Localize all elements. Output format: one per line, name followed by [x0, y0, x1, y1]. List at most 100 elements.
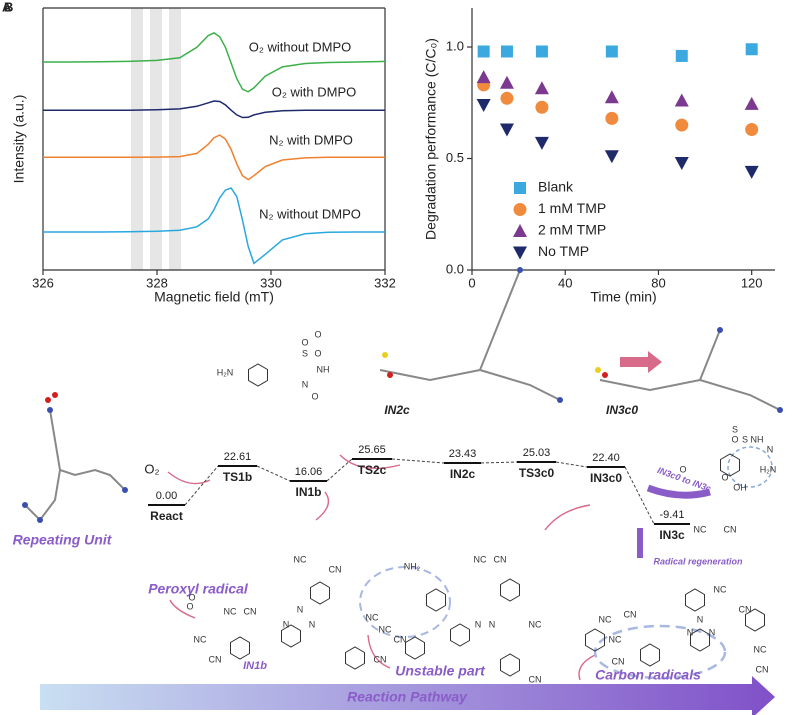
annotation: IN3c0 [606, 403, 638, 417]
ring [685, 588, 705, 612]
atom-label: CN [209, 654, 222, 664]
legend-label: Blank [538, 179, 574, 195]
annotation: O₂ [144, 461, 159, 476]
atom-ball [717, 327, 723, 333]
atom-label: NC [474, 554, 487, 564]
atom-ball [517, 267, 523, 273]
shade-band [169, 8, 181, 270]
ring [310, 581, 330, 605]
shade-band [131, 8, 143, 270]
atom-ball [777, 407, 783, 413]
energy-value: -9.41 [659, 509, 684, 521]
point [674, 93, 689, 107]
x-axis-label: Time (min) [590, 289, 656, 305]
point [535, 45, 548, 58]
x-tick-label: 80 [651, 275, 665, 290]
atom-label: NH₂ [404, 561, 421, 571]
atom-label: N [302, 379, 309, 389]
atom-ball [122, 487, 128, 493]
atom-ball [45, 397, 51, 403]
atom-label: CN [244, 606, 257, 616]
x-axis-label: Magnetic field (mT) [154, 289, 274, 305]
bond-stick [379, 269, 521, 382]
legend-label: No TMP [538, 243, 589, 259]
annotation: IN2c [384, 403, 410, 417]
point [534, 136, 549, 150]
atom-label: CN [624, 609, 637, 619]
atom-label: NC [224, 606, 237, 616]
series-label: O₂ without DMPO [249, 39, 352, 54]
point [604, 150, 619, 164]
connector [555, 461, 588, 468]
legend-label: 1 mM TMP [538, 200, 606, 216]
atom-label: NH [751, 434, 764, 444]
atom-label: N [297, 604, 304, 614]
bond-stick [599, 329, 721, 392]
y-axis-label: Intensity (a.u.) [11, 95, 27, 184]
point [744, 165, 759, 179]
energy-value: 16.06 [295, 466, 323, 478]
x-tick-label: 332 [374, 275, 396, 290]
ring [426, 588, 446, 612]
point [745, 43, 758, 56]
atom-label: H₂N [760, 464, 777, 474]
spectrum-line [43, 100, 385, 119]
atom-label: NC [609, 634, 622, 644]
pathway-arrow [40, 676, 775, 715]
atom-label: NC [599, 614, 612, 624]
annotation: IN1b [243, 660, 267, 672]
x-tick-label: 330 [260, 275, 282, 290]
atom-label: O [679, 464, 686, 474]
atom-ball [602, 372, 608, 378]
atom-label: N [489, 619, 496, 629]
atom-label: N [767, 444, 774, 454]
point [745, 123, 759, 137]
connector [624, 466, 655, 525]
x-tick-label: 0 [468, 275, 475, 290]
atom-label: NC [694, 524, 707, 534]
connector [391, 458, 445, 464]
bond-stick [479, 369, 561, 401]
atom-label: N [475, 619, 482, 629]
atom-label: CN [494, 554, 507, 564]
atom-label: O [311, 391, 318, 401]
annotation: Radical regeneration [653, 556, 743, 566]
panel-label: A [2, 0, 12, 14]
level-label: IN2c [450, 467, 476, 481]
atom-label: CN [329, 564, 342, 574]
panel-label: B [4, 0, 13, 14]
connector [184, 465, 219, 506]
energy-value: 0.00 [156, 490, 177, 502]
energy-value: 22.40 [592, 452, 620, 464]
ring [720, 453, 740, 477]
level-label: IN3c [659, 528, 685, 542]
point [675, 49, 688, 62]
annotation: Carbon radicals [595, 667, 701, 683]
point [605, 111, 619, 125]
spectrum-line [43, 134, 385, 181]
y-tick-label: 0.0 [446, 261, 464, 276]
y-axis-label: Degradation performance (C/C₀) [423, 38, 439, 240]
atom-label: CN [394, 634, 407, 644]
atom-label: NH [317, 364, 330, 374]
y-tick-label: 0.5 [446, 150, 464, 165]
atom-label: NC [294, 554, 307, 564]
atom-label: NC [529, 619, 542, 629]
point [604, 90, 619, 104]
atom-label: CN [612, 656, 625, 666]
atom-label: S [302, 348, 308, 358]
atom-ball [382, 352, 388, 358]
atom-label: NC [194, 634, 207, 644]
level-label: IN3c0 [590, 471, 622, 485]
energy-value: 22.61 [224, 451, 252, 463]
series-label: N₂ without DMPO [259, 206, 361, 221]
atom-ball [47, 407, 53, 413]
level-label: TS1b [223, 470, 252, 484]
atom-label: N [697, 614, 704, 624]
bond-stick [699, 379, 781, 411]
legend-marker [513, 224, 527, 237]
atom-label: CN [739, 604, 752, 614]
point [674, 156, 689, 170]
atom-ball [557, 397, 563, 403]
energy-value: 25.65 [358, 444, 386, 456]
